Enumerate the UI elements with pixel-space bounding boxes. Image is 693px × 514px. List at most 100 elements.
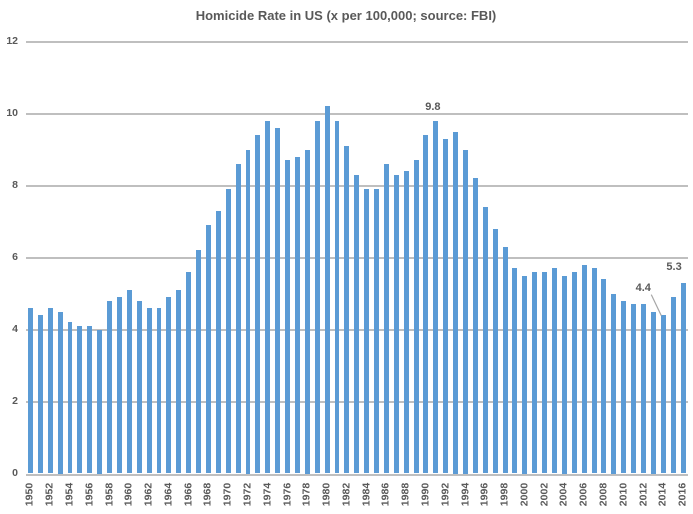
bar-1961 — [136, 300, 142, 474]
bar-1993 — [453, 131, 459, 474]
x-tick-label-1980: 1980 — [320, 482, 333, 506]
x-tick-label-1996: 1996 — [478, 482, 491, 506]
x-tick-label-1984: 1984 — [360, 482, 373, 506]
bar-2008 — [601, 279, 607, 474]
bar-2002 — [542, 271, 548, 474]
bar-1968 — [205, 225, 211, 474]
y-tick-label-12: 12 — [6, 35, 18, 47]
x-tick-label-2010: 2010 — [617, 482, 630, 506]
bar-1951 — [37, 315, 43, 474]
x-tick-label-1974: 1974 — [261, 482, 274, 506]
x-tick-label-1978: 1978 — [300, 482, 313, 506]
y-tick-label-2: 2 — [12, 395, 18, 407]
bar-1966 — [186, 271, 192, 474]
x-tick-label-2012: 2012 — [637, 482, 649, 506]
bar-1996 — [482, 207, 488, 474]
bar-1999 — [512, 268, 518, 474]
x-tick-label-1964: 1964 — [162, 482, 175, 506]
x-tick-label-1976: 1976 — [281, 482, 294, 506]
bar-1965 — [176, 289, 182, 474]
data-label-2014: 4.4 — [635, 282, 651, 295]
bar-1950 — [27, 307, 33, 474]
x-tick-label-1962: 1962 — [142, 482, 155, 506]
x-tick-label-2014: 2014 — [656, 482, 669, 506]
x-tick-label-1990: 1990 — [419, 482, 432, 506]
bar-1954 — [67, 322, 73, 474]
bar-1984 — [364, 189, 370, 474]
bar-2005 — [571, 271, 577, 474]
bar-1969 — [215, 210, 221, 474]
bar-2015 — [670, 297, 676, 474]
bar-2010 — [621, 300, 627, 474]
y-tick-label-10: 10 — [6, 107, 18, 119]
x-tick-label-1950: 1950 — [23, 482, 36, 506]
bar-1995 — [472, 178, 478, 474]
x-tick-label-1986: 1986 — [379, 482, 392, 506]
gridline-y10 — [25, 112, 688, 115]
bar-1970 — [225, 189, 231, 474]
bar-1957 — [97, 329, 103, 474]
bar-1986 — [383, 163, 389, 474]
y-tick-label-8: 8 — [12, 179, 18, 191]
x-tick-label-1972: 1972 — [241, 482, 254, 506]
x-tick-label-1992: 1992 — [439, 482, 452, 506]
bar-1981 — [334, 120, 340, 474]
bar-1973 — [255, 135, 261, 474]
bar-1991 — [433, 120, 439, 474]
bar-2007 — [591, 268, 597, 474]
x-tick-label-1988: 1988 — [399, 482, 412, 506]
x-tick-label-1952: 1952 — [43, 482, 56, 506]
x-tick-label-2016: 2016 — [676, 482, 689, 506]
bar-1992 — [443, 138, 449, 474]
x-tick-label-1968: 1968 — [201, 482, 214, 506]
bar-1967 — [196, 250, 201, 474]
x-tick-label-1958: 1958 — [103, 482, 116, 506]
bar-1958 — [107, 300, 112, 474]
x-tick-label-1994: 1994 — [459, 482, 472, 506]
bar-1953 — [57, 311, 63, 474]
x-tick-label-1970: 1970 — [221, 482, 234, 506]
bar-2006 — [581, 264, 587, 474]
x-tick-label-2000: 2000 — [518, 482, 531, 506]
y-tick-label-0: 0 — [12, 467, 18, 479]
bar-2009 — [611, 293, 617, 474]
bar-2016 — [680, 282, 686, 474]
bar-1997 — [492, 228, 498, 474]
bar-1964 — [166, 297, 172, 474]
x-tick-label-2006: 2006 — [577, 482, 590, 506]
x-tick-label-1954: 1954 — [63, 482, 76, 506]
data-label-2016: 5.3 — [666, 260, 682, 273]
bar-1990 — [423, 135, 429, 474]
bar-2012 — [641, 304, 646, 474]
bar-1994 — [463, 149, 468, 474]
bar-2003 — [552, 268, 557, 474]
bar-2014 — [660, 315, 666, 474]
bar-1998 — [502, 246, 508, 474]
bar-1955 — [77, 325, 83, 474]
bar-1975 — [275, 127, 281, 474]
x-tick-label-1998: 1998 — [498, 482, 511, 506]
data-label-1991: 9.8 — [425, 100, 441, 113]
bar-1989 — [413, 160, 419, 474]
bar-1988 — [403, 171, 409, 474]
bar-1971 — [235, 163, 241, 474]
y-tick-label-6: 6 — [12, 251, 18, 263]
bar-1978 — [304, 149, 310, 474]
bar-1962 — [146, 307, 152, 474]
bar-1974 — [265, 120, 271, 474]
bar-1985 — [374, 189, 379, 474]
bar-2000 — [522, 275, 528, 474]
bar-1982 — [344, 145, 350, 474]
x-tick-label-2008: 2008 — [597, 482, 610, 506]
gridline-y12 — [25, 40, 688, 43]
bar-1983 — [354, 174, 360, 474]
bar-1956 — [87, 325, 93, 474]
bar-2001 — [532, 271, 538, 474]
bar-1979 — [314, 120, 320, 474]
chart-title: Homicide Rate in US (x per 100,000; sour… — [195, 8, 497, 23]
bar-1976 — [285, 160, 290, 474]
bar-1972 — [245, 149, 251, 474]
bar-1952 — [47, 307, 53, 474]
x-tick-label-1960: 1960 — [122, 482, 135, 506]
